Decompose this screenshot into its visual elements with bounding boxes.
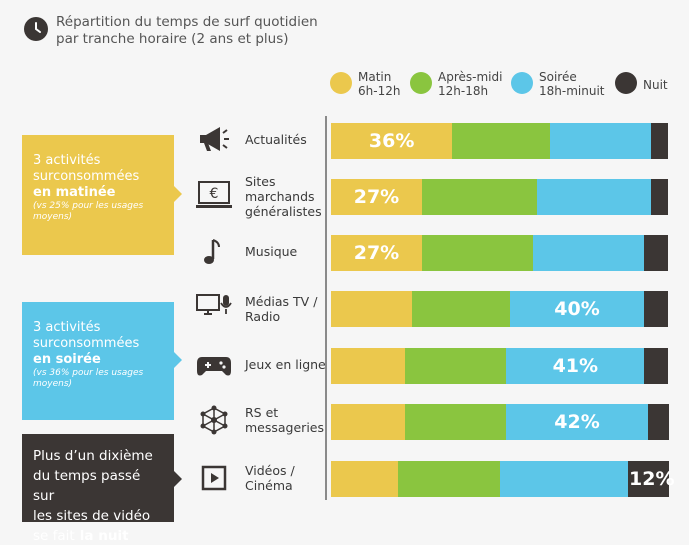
gamepad-icon [197,357,231,376]
row-label-musique: Musique [245,244,298,259]
megaphone-icon [200,127,229,151]
bar-segment [331,179,422,215]
data-label: 12% [629,468,675,490]
legend-clock-icon [330,72,352,94]
sidebox-arrow [174,471,182,487]
title-line-2: par tranche horaire (2 ans et plus) [56,31,289,47]
legend-sublabel: 6h-12h [358,84,401,98]
sidebox-text: Plus d’un dixième du temps passé sur les… [33,448,153,544]
bar-segment [405,348,508,384]
sidebox-note: (vs 36% pour les usages moyens) [33,368,144,389]
sidebox-matinee: 3 activités surconsommées en matinée (vs… [22,135,174,255]
video-play-icon [201,465,227,491]
euro-screen-icon: € [196,181,232,208]
bar-segment [506,404,649,440]
bar-segment [411,291,510,327]
bar-segment [644,235,669,271]
bar-segment [651,179,669,215]
legend-item-nuit: Nuit [615,70,668,94]
bar-segment [533,235,646,271]
bar-segment [331,123,453,159]
sidebox-arrow [174,186,182,202]
bar-segment [506,348,646,384]
legend-label: Soirée [539,70,577,84]
legend-item-matin: Matin 6h-12h [330,70,400,98]
bar-segment [509,291,645,327]
row-label-medias-tv-radio: Médias TV / Radio [245,294,318,324]
sidebox-text: 3 activités surconsommées [33,153,140,184]
legend-sublabel: 18h-minuit [539,84,605,98]
bar-segment [627,461,669,497]
row-label-videos-cinema: Vidéos / Cinéma [245,463,295,493]
bar-segment [651,123,669,159]
sidebox-note: (vs 25% pour les usages moyens) [33,201,144,222]
bar-segment [644,291,669,327]
bar-segment [499,461,629,497]
bar-segment [405,404,508,440]
row-label-actualites: Actualités [245,132,307,147]
bar-segment [647,404,669,440]
legend-item-apres-midi: Après-midi 12h-18h [410,70,502,98]
data-label: 40% [554,298,600,320]
sidebox-nuit: Plus d’un dixième du temps passé sur les… [22,434,174,544]
bar-segment [331,404,406,440]
bar-segment [331,235,422,271]
sidebox-text: 3 activités surconsommées [33,320,140,351]
legend-sublabel: 12h-18h [438,84,489,98]
tv-microphone-icon [196,294,232,315]
bar-segment [331,291,412,327]
bar-segment [550,123,653,159]
data-label: 27% [353,242,400,264]
legend-clock-icon [511,72,533,94]
legend-label: Matin [358,70,392,84]
sidebox-soiree: 3 activités surconsommées en soirée (vs … [22,302,174,420]
legend-item-soiree: Soirée 18h-minuit [511,70,604,98]
bar-segment [644,348,669,384]
row-label-jeux-en-ligne: Jeux en ligne [245,357,326,372]
legend-clock-icon [615,72,637,94]
bar-segment [398,461,501,497]
bar-segment [331,461,399,497]
bar-segment [536,179,652,215]
row-label-rs-messageries: RS et messageries [245,405,324,435]
page-title: Répartition du temps de surf quotidien p… [56,14,318,48]
music-note-icon [204,239,220,264]
bar-segment [452,123,551,159]
data-label: 36% [368,130,415,152]
bar-segment [421,179,537,215]
chart-axis-line [325,116,327,500]
clock-icon [24,17,48,41]
sidebox-arrow [174,352,182,368]
title-line-1: Répartition du temps de surf quotidien [56,14,318,30]
bar-segment [421,235,534,271]
legend-label: Après-midi [438,70,503,84]
data-label: 42% [554,411,600,433]
data-label: 27% [353,186,400,208]
legend-clock-icon [410,72,432,94]
sidebox-bold: en matinée [33,185,116,200]
legend-label: Nuit [643,78,668,92]
row-label-sites-marchands: Sites marchands généralistes [245,174,322,219]
sidebox-bold: en soirée [33,352,101,367]
data-label: 41% [552,355,599,377]
svg-text:€: € [210,186,219,202]
network-icon [200,405,228,435]
bar-segment [331,348,406,384]
